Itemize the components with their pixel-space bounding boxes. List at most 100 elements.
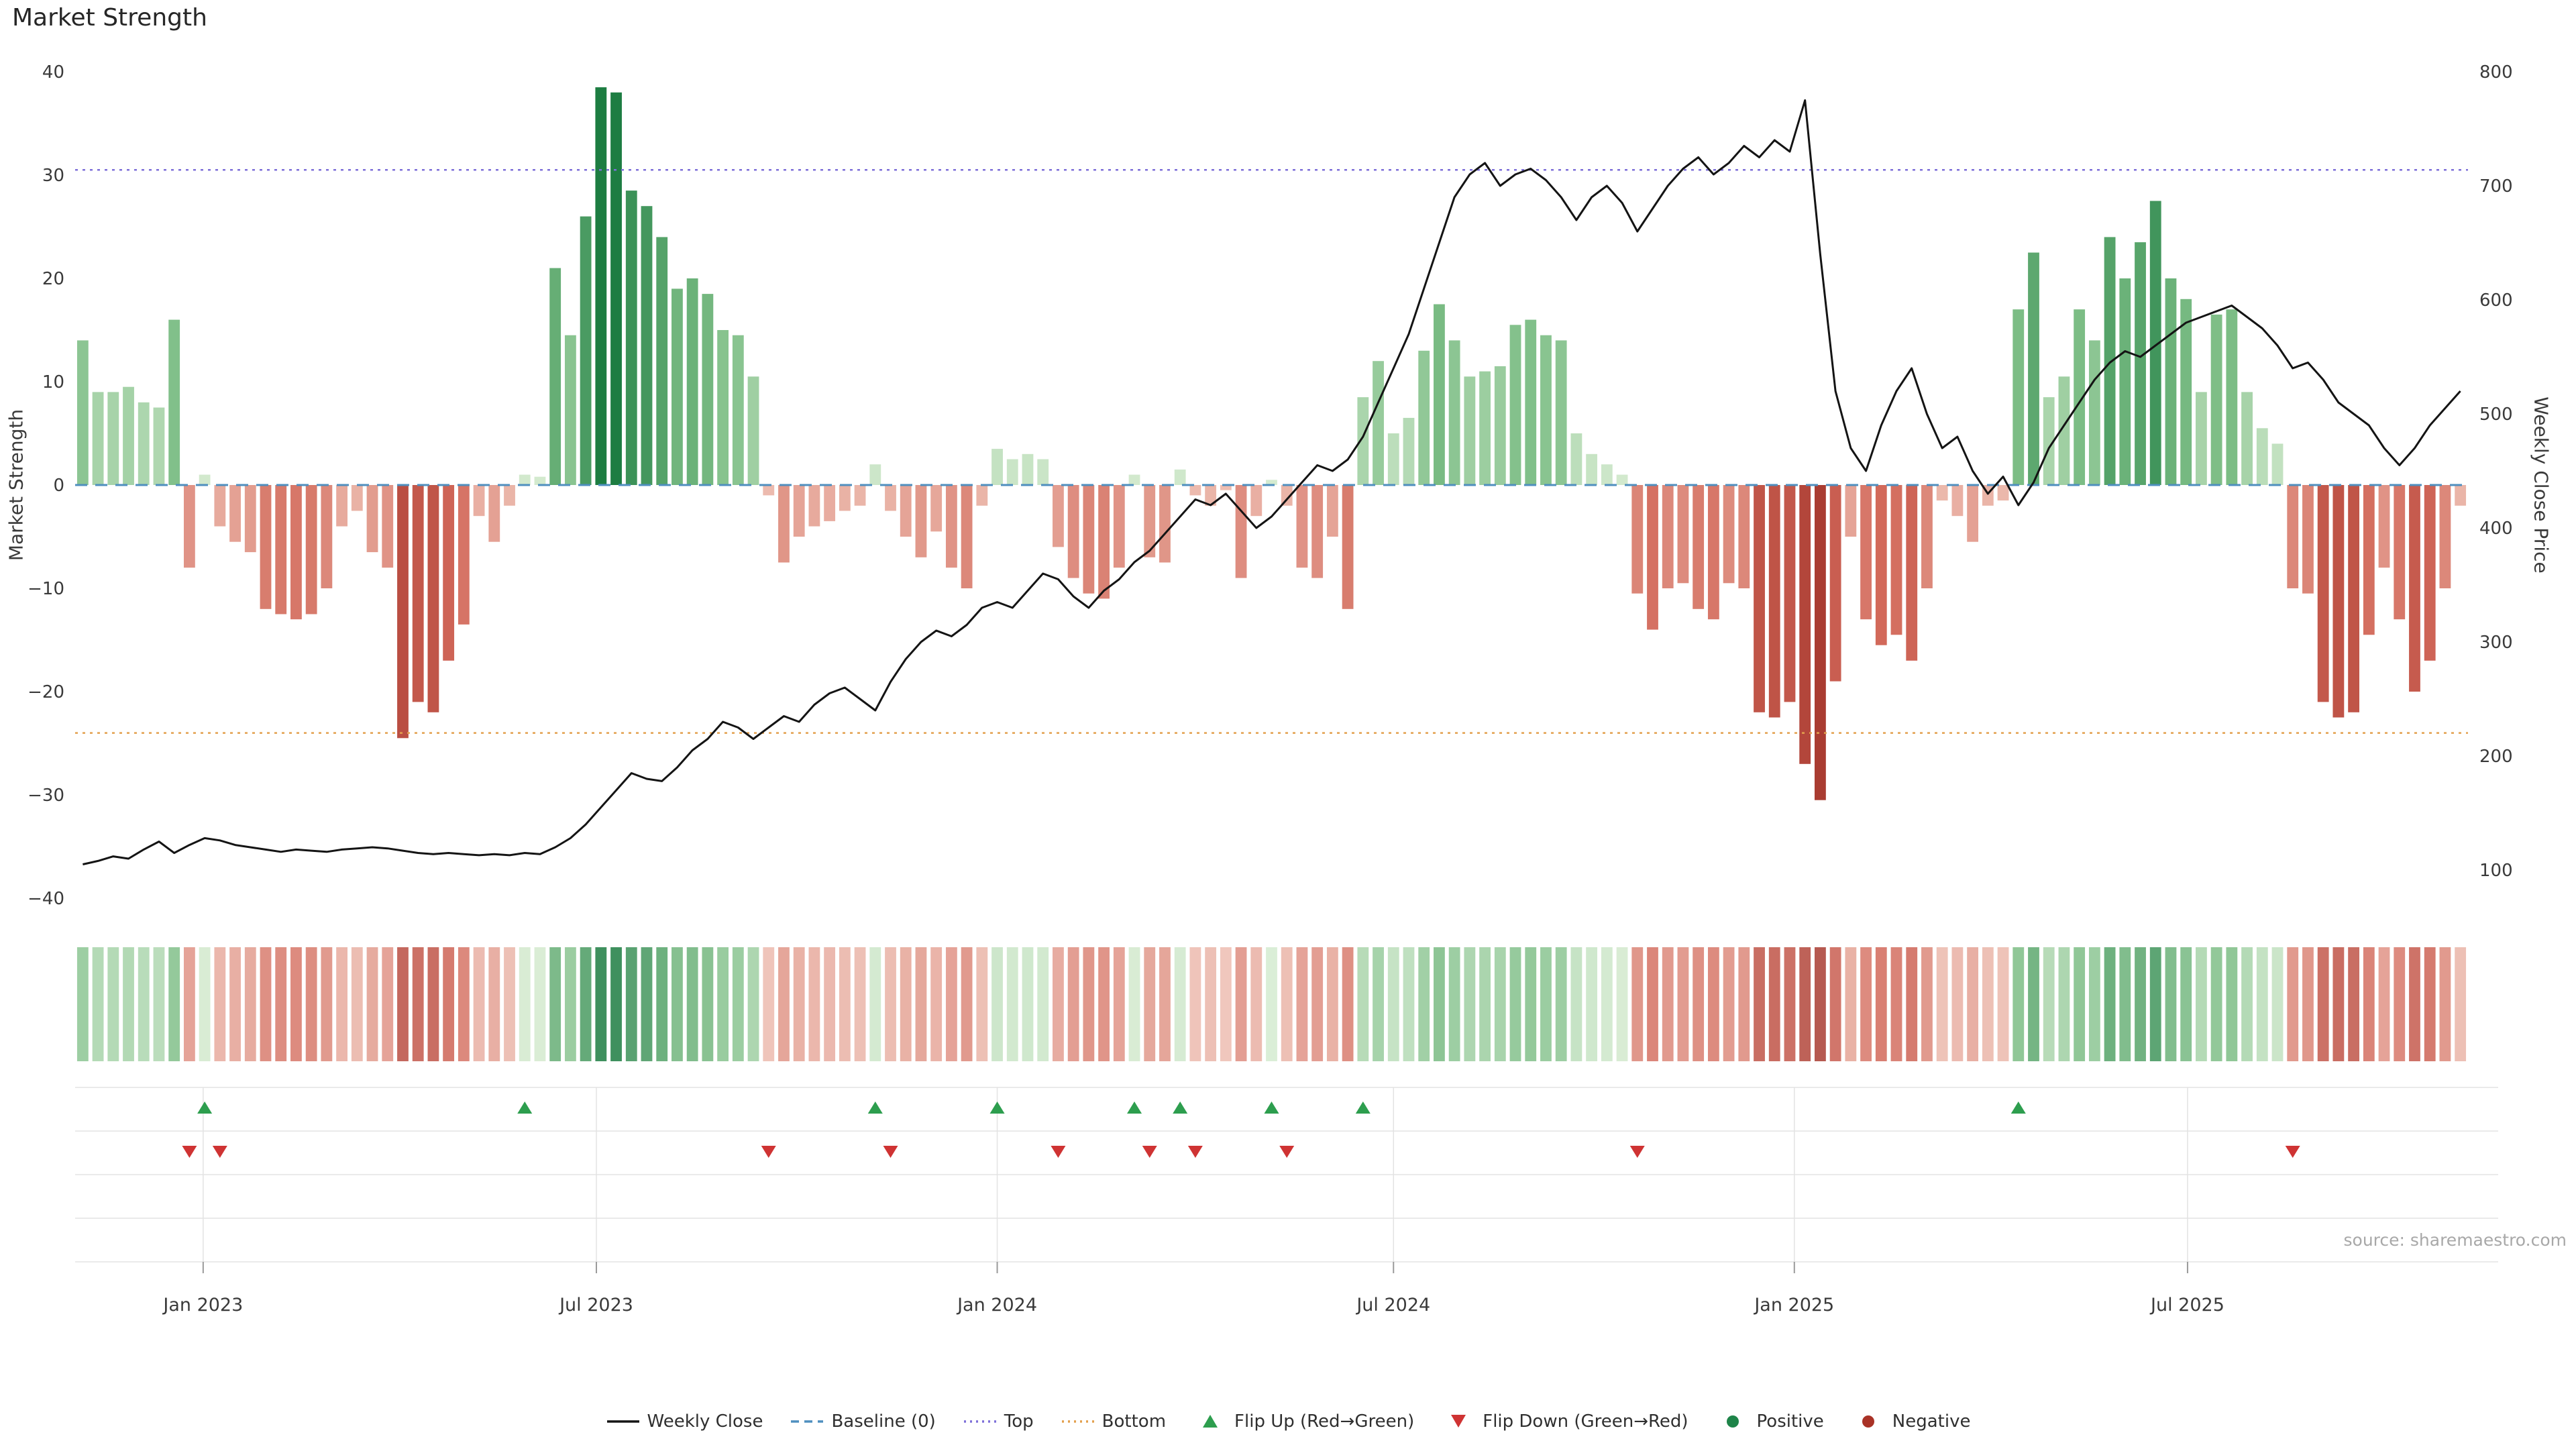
heatmap-cell bbox=[1601, 947, 1613, 1061]
left-tick-label: 30 bbox=[42, 166, 64, 186]
x-tick-label: Jul 2023 bbox=[558, 1295, 633, 1316]
flip-down-marker bbox=[1051, 1146, 1066, 1158]
flip-down-marker bbox=[1142, 1146, 1157, 1158]
strength-bar bbox=[2149, 201, 2161, 485]
heatmap-cell bbox=[976, 947, 988, 1061]
heatmap-cell bbox=[2394, 947, 2406, 1061]
strength-bar bbox=[595, 87, 607, 486]
strength-bar bbox=[1434, 304, 1445, 485]
heatmap-cell bbox=[1357, 947, 1369, 1061]
strength-bar bbox=[2439, 485, 2451, 588]
strength-bar bbox=[1189, 485, 1201, 496]
strength-bar bbox=[1464, 376, 1476, 485]
heatmap-cell bbox=[1509, 947, 1521, 1061]
strength-bar bbox=[732, 335, 744, 485]
strength-bar bbox=[1205, 485, 1217, 506]
strength-bar bbox=[1311, 485, 1324, 578]
heatmap-cell bbox=[1921, 947, 1933, 1061]
heatmap-cell bbox=[1189, 947, 1201, 1061]
heatmap-cell bbox=[930, 947, 943, 1061]
right-tick-label: 600 bbox=[2479, 290, 2513, 311]
strength-bar bbox=[686, 278, 698, 485]
strength-bar bbox=[519, 474, 531, 485]
strength-bar bbox=[976, 485, 988, 506]
heatmap-cell bbox=[443, 947, 455, 1061]
strength-bar bbox=[672, 288, 683, 485]
strength-bar bbox=[717, 330, 729, 485]
flip-up-marker bbox=[1355, 1102, 1371, 1114]
heatmap-cell bbox=[1311, 947, 1324, 1061]
strength-bar bbox=[793, 485, 805, 537]
strength-bar bbox=[915, 485, 927, 557]
right-tick-label: 800 bbox=[2479, 62, 2513, 83]
strength-bar bbox=[1860, 485, 1872, 620]
flip-down-marker bbox=[1187, 1146, 1203, 1158]
heatmap-cell bbox=[2455, 947, 2467, 1061]
heatmap-cell bbox=[1875, 947, 1887, 1061]
strength-bar bbox=[138, 402, 150, 485]
heatmap-cell bbox=[2135, 947, 2146, 1061]
heatmap-cell bbox=[1205, 947, 1217, 1061]
heatmap-cell bbox=[1266, 947, 1277, 1061]
strength-bar bbox=[229, 485, 241, 542]
heatmap-cell bbox=[1418, 947, 1430, 1061]
heatmap-cell bbox=[2180, 947, 2192, 1061]
heatmap-cell bbox=[1174, 947, 1186, 1061]
x-tick-label: Jan 2025 bbox=[1753, 1295, 1834, 1316]
legend-item: Flip Down (Green→Red) bbox=[1441, 1411, 1688, 1432]
strength-bar bbox=[1555, 340, 1567, 485]
legend: Weekly Close Baseline (0) Top Bottom Flip Up… bbox=[0, 1411, 2576, 1432]
heatmap-cell bbox=[92, 947, 104, 1061]
strength-bar bbox=[1479, 371, 1491, 485]
heatmap-cell bbox=[610, 947, 622, 1061]
strength-bar bbox=[488, 485, 500, 542]
heatmap-cell bbox=[1586, 947, 1598, 1061]
heatmap-cell bbox=[1479, 947, 1491, 1061]
heatmap-cell bbox=[2241, 947, 2253, 1061]
heatmap-cell bbox=[580, 947, 592, 1061]
strength-bar bbox=[2332, 485, 2345, 718]
strength-bar bbox=[1053, 485, 1064, 547]
strength-bar bbox=[2195, 392, 2207, 485]
strength-bar bbox=[1022, 453, 1034, 485]
strength-bar bbox=[2394, 485, 2406, 620]
strength-bar bbox=[763, 485, 775, 496]
strength-bar bbox=[1707, 485, 1719, 620]
heatmap-cell bbox=[1662, 947, 1674, 1061]
strength-bar bbox=[1174, 469, 1186, 485]
strength-bar bbox=[1266, 480, 1277, 485]
x-tick-label: Jan 2023 bbox=[162, 1295, 243, 1316]
strength-bar bbox=[1601, 464, 1613, 485]
flip-down-marker bbox=[2285, 1146, 2300, 1158]
heatmap-cell bbox=[1403, 947, 1415, 1061]
heatmap-cell bbox=[199, 947, 211, 1061]
strength-bar bbox=[1754, 485, 1765, 712]
heatmap-cell bbox=[1022, 947, 1034, 1061]
strength-bar bbox=[2012, 309, 2025, 485]
heatmap-cell bbox=[702, 947, 714, 1061]
heatmap-cell bbox=[1067, 947, 1079, 1061]
heatmap-cell bbox=[1128, 947, 1140, 1061]
heatmap-cell bbox=[2256, 947, 2268, 1061]
strength-bar bbox=[1342, 485, 1354, 609]
heatmap-cell bbox=[1037, 947, 1049, 1061]
strength-bar bbox=[366, 485, 378, 553]
heatmap-cell bbox=[305, 947, 317, 1061]
heatmap-cell bbox=[2043, 947, 2055, 1061]
heatmap-cell bbox=[1890, 947, 1902, 1061]
heatmap-cell bbox=[1754, 947, 1765, 1061]
strength-bar bbox=[885, 485, 896, 511]
bottom-dotted-line-icon bbox=[1061, 1420, 1094, 1423]
strength-bar bbox=[854, 485, 866, 506]
heatmap-cell bbox=[1448, 947, 1460, 1061]
heatmap-cell bbox=[2012, 947, 2025, 1061]
strength-bar bbox=[1509, 325, 1521, 485]
legend-item: Bottom bbox=[1061, 1411, 1166, 1432]
flip-down-marker bbox=[1629, 1146, 1645, 1158]
heatmap-cell bbox=[778, 947, 790, 1061]
heatmap-cell bbox=[2119, 947, 2131, 1061]
heatmap-cell bbox=[732, 947, 744, 1061]
strength-bar bbox=[2135, 242, 2146, 485]
flip-down-marker bbox=[212, 1146, 227, 1158]
heatmap-cell bbox=[2332, 947, 2345, 1061]
